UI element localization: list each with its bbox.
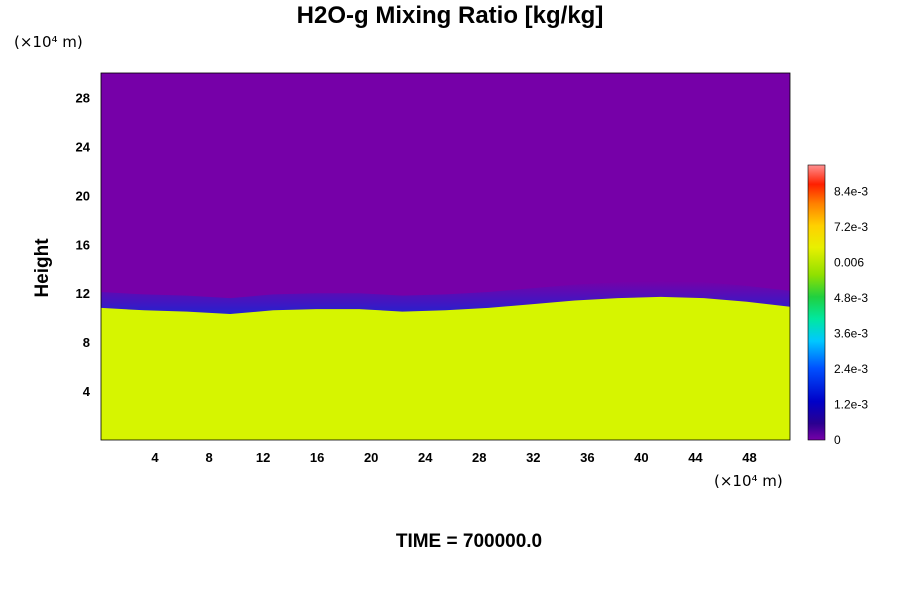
x-axis-unit: (×10⁴ m) bbox=[714, 472, 783, 490]
y-tick-label: 8 bbox=[83, 335, 90, 350]
x-tick-label: 16 bbox=[310, 450, 324, 465]
colorbar-tick-label: 0 bbox=[834, 433, 841, 447]
x-tick-label: 44 bbox=[688, 450, 703, 465]
colorbar-tick-label: 0.006 bbox=[834, 256, 864, 270]
x-tick-label: 36 bbox=[580, 450, 594, 465]
x-tick-label: 20 bbox=[364, 450, 378, 465]
y-axis-unit: (×10⁴ m) bbox=[14, 33, 83, 51]
y-tick-label: 4 bbox=[83, 384, 91, 399]
colorbar-tick-label: 1.2e-3 bbox=[834, 398, 868, 412]
time-annotation: TIME = 700000.0 bbox=[395, 531, 543, 552]
y-tick-label: 24 bbox=[76, 139, 91, 154]
x-tick-label: 32 bbox=[526, 450, 540, 465]
x-tick-label: 24 bbox=[418, 450, 433, 465]
colorbar bbox=[807, 164, 826, 441]
plot-frame bbox=[100, 72, 791, 441]
x-tick-label: 12 bbox=[256, 450, 270, 465]
moist-lower-region bbox=[101, 296, 790, 440]
x-tick-label: 28 bbox=[472, 450, 486, 465]
x-tick-label: 4 bbox=[151, 450, 159, 465]
y-tick-label: 28 bbox=[76, 90, 90, 105]
colorbar-tick-label: 3.6e-3 bbox=[834, 327, 868, 341]
colorbar-tick-label: 2.4e-3 bbox=[834, 362, 868, 376]
y-tick-label: 16 bbox=[76, 237, 90, 252]
colorbar-tick-label: 8.4e-3 bbox=[834, 185, 868, 199]
y-tick-label: 12 bbox=[76, 286, 90, 301]
x-tick-label: 8 bbox=[205, 450, 212, 465]
colorbar-tick-label: 7.2e-3 bbox=[834, 220, 868, 234]
y-tick-label: 20 bbox=[76, 188, 90, 203]
x-tick-label: 48 bbox=[742, 450, 756, 465]
chart-title: H2O-g Mixing Ratio [kg/kg] bbox=[296, 2, 604, 29]
colorbar-tick-label: 4.8e-3 bbox=[834, 291, 868, 305]
x-tick-label: 40 bbox=[634, 450, 648, 465]
